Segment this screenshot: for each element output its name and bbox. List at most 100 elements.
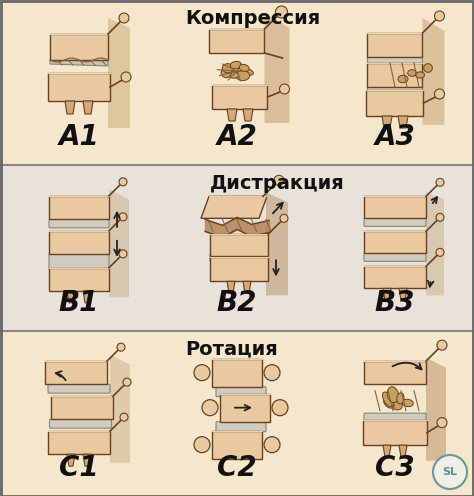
- FancyBboxPatch shape: [367, 84, 422, 94]
- Ellipse shape: [383, 392, 393, 407]
- Polygon shape: [50, 34, 108, 60]
- Circle shape: [435, 11, 445, 21]
- FancyBboxPatch shape: [49, 219, 109, 228]
- Polygon shape: [67, 454, 75, 466]
- Polygon shape: [366, 90, 423, 116]
- Polygon shape: [45, 361, 107, 384]
- Polygon shape: [363, 420, 427, 445]
- Polygon shape: [83, 101, 93, 114]
- Ellipse shape: [239, 64, 249, 71]
- Circle shape: [119, 213, 127, 221]
- Circle shape: [433, 455, 467, 489]
- Circle shape: [119, 250, 127, 258]
- Text: В3: В3: [375, 289, 415, 316]
- Bar: [0, 165, 474, 331]
- Polygon shape: [110, 355, 130, 463]
- Polygon shape: [212, 85, 267, 109]
- Bar: [0, 0, 474, 165]
- Polygon shape: [227, 281, 235, 293]
- Ellipse shape: [387, 387, 399, 403]
- Ellipse shape: [398, 75, 408, 83]
- Polygon shape: [422, 18, 445, 125]
- Circle shape: [264, 365, 280, 380]
- Polygon shape: [266, 192, 288, 295]
- Ellipse shape: [402, 399, 413, 407]
- Text: Дистракция: Дистракция: [210, 174, 345, 193]
- FancyBboxPatch shape: [216, 422, 266, 432]
- Bar: [0, 331, 474, 496]
- Polygon shape: [426, 358, 446, 461]
- Polygon shape: [367, 63, 422, 87]
- Circle shape: [194, 436, 210, 453]
- Polygon shape: [398, 116, 408, 128]
- Text: SL: SL: [443, 467, 457, 477]
- Polygon shape: [51, 396, 113, 419]
- Polygon shape: [383, 445, 391, 457]
- Ellipse shape: [416, 72, 425, 78]
- Ellipse shape: [230, 62, 241, 69]
- Polygon shape: [364, 196, 426, 218]
- Polygon shape: [227, 109, 237, 121]
- Text: А1: А1: [59, 124, 100, 151]
- Circle shape: [202, 400, 218, 416]
- Circle shape: [120, 413, 128, 421]
- Ellipse shape: [236, 71, 250, 80]
- Polygon shape: [49, 268, 109, 291]
- Polygon shape: [212, 359, 262, 387]
- Polygon shape: [83, 291, 91, 303]
- FancyBboxPatch shape: [216, 387, 266, 397]
- Polygon shape: [67, 291, 75, 303]
- FancyBboxPatch shape: [210, 253, 268, 261]
- FancyBboxPatch shape: [364, 413, 426, 422]
- Text: Компрессия: Компрессия: [185, 9, 320, 28]
- Ellipse shape: [221, 67, 231, 78]
- Ellipse shape: [222, 63, 234, 73]
- Polygon shape: [426, 192, 444, 295]
- FancyBboxPatch shape: [49, 254, 109, 270]
- Polygon shape: [399, 445, 407, 457]
- Text: С3: С3: [375, 454, 415, 482]
- Circle shape: [264, 436, 280, 453]
- Circle shape: [274, 175, 284, 186]
- Polygon shape: [364, 361, 426, 384]
- Polygon shape: [367, 33, 422, 57]
- Polygon shape: [212, 431, 262, 459]
- Circle shape: [119, 13, 129, 23]
- Polygon shape: [49, 231, 109, 254]
- Ellipse shape: [397, 393, 404, 404]
- Polygon shape: [50, 60, 108, 66]
- Polygon shape: [48, 431, 110, 454]
- Circle shape: [435, 89, 445, 99]
- Ellipse shape: [424, 63, 432, 72]
- Text: А2: А2: [217, 124, 257, 151]
- Circle shape: [436, 248, 444, 256]
- Circle shape: [436, 179, 444, 186]
- Polygon shape: [108, 18, 130, 128]
- Circle shape: [272, 400, 288, 416]
- Polygon shape: [243, 109, 253, 121]
- Polygon shape: [243, 281, 251, 293]
- Polygon shape: [83, 454, 91, 466]
- Text: В1: В1: [59, 289, 99, 316]
- FancyBboxPatch shape: [49, 419, 111, 428]
- Circle shape: [280, 84, 290, 94]
- Ellipse shape: [228, 72, 238, 78]
- Text: А3: А3: [374, 124, 415, 151]
- Ellipse shape: [237, 68, 254, 75]
- Polygon shape: [210, 234, 268, 256]
- Ellipse shape: [408, 69, 416, 76]
- Ellipse shape: [391, 400, 402, 410]
- Circle shape: [117, 343, 125, 351]
- Circle shape: [275, 6, 288, 18]
- Polygon shape: [109, 189, 129, 297]
- FancyBboxPatch shape: [367, 55, 422, 63]
- FancyBboxPatch shape: [48, 384, 110, 393]
- FancyBboxPatch shape: [364, 253, 426, 261]
- Polygon shape: [399, 288, 407, 301]
- Polygon shape: [364, 231, 426, 253]
- Polygon shape: [210, 257, 268, 281]
- FancyBboxPatch shape: [364, 218, 426, 226]
- Polygon shape: [383, 288, 391, 301]
- Text: С1: С1: [59, 454, 99, 482]
- Circle shape: [194, 365, 210, 380]
